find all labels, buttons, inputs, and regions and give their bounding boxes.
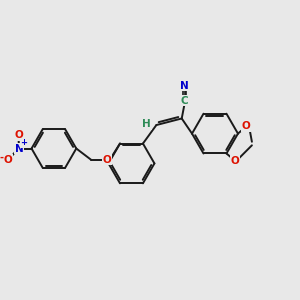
Text: O: O bbox=[230, 156, 239, 166]
Text: O: O bbox=[14, 130, 23, 140]
Text: O: O bbox=[102, 155, 111, 165]
Text: N: N bbox=[180, 81, 189, 91]
Text: -: - bbox=[0, 152, 3, 163]
Text: H: H bbox=[142, 119, 151, 129]
Text: +: + bbox=[21, 138, 28, 147]
Text: O: O bbox=[3, 155, 12, 165]
Text: C: C bbox=[181, 96, 188, 106]
Text: N: N bbox=[15, 143, 23, 154]
Text: O: O bbox=[242, 121, 251, 131]
